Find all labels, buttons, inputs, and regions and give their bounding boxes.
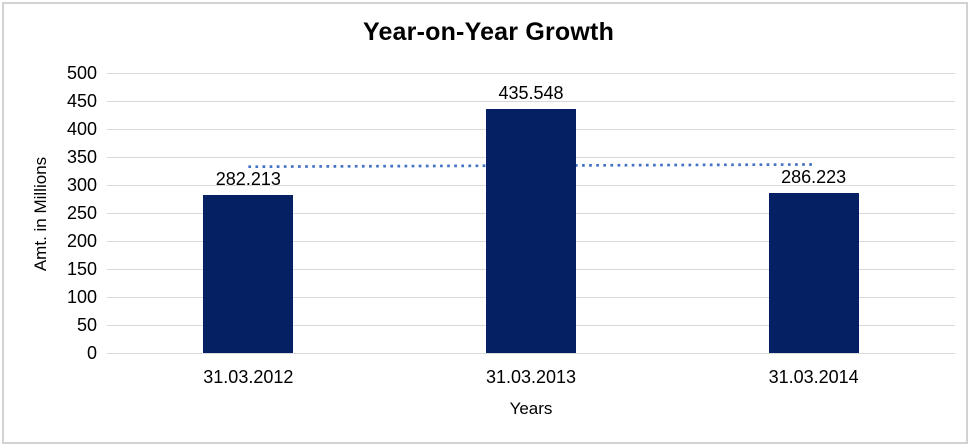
gridline bbox=[107, 101, 955, 102]
y-axis-tick-label: 350 bbox=[66, 147, 97, 167]
x-axis-tick-label: 31.03.2012 bbox=[203, 367, 294, 387]
bar-31.03.2014 bbox=[768, 192, 859, 353]
x-axis-title: Years bbox=[509, 399, 553, 418]
y-axis-tick-label: 0 bbox=[86, 343, 97, 363]
y-axis-tick-label: 200 bbox=[66, 231, 97, 251]
bar-data-label: 282.213 bbox=[215, 168, 281, 189]
gridline bbox=[107, 353, 955, 354]
y-axis-tick-label: 150 bbox=[66, 259, 97, 279]
y-axis-tick-label: 450 bbox=[66, 91, 97, 111]
y-axis-tick-label: 50 bbox=[76, 315, 97, 335]
gridline bbox=[107, 73, 955, 74]
x-axis-tick-label: 31.03.2014 bbox=[768, 367, 859, 387]
chart-title: Year-on-Year Growth bbox=[362, 18, 615, 46]
y-axis-tick-label: 250 bbox=[66, 203, 97, 223]
bar-31.03.2013 bbox=[486, 109, 576, 353]
bar-31.03.2012 bbox=[203, 194, 294, 353]
y-axis-tick-label: 500 bbox=[66, 63, 97, 83]
x-axis-tick-label: 31.03.2013 bbox=[485, 367, 577, 387]
bar-data-label: 286.223 bbox=[781, 166, 847, 187]
bar-data-label: 435.548 bbox=[498, 83, 564, 104]
y-axis-tick-label: 100 bbox=[66, 287, 97, 307]
y-axis-tick-label: 400 bbox=[66, 119, 97, 139]
y-axis-tick-label: 300 bbox=[66, 175, 97, 195]
